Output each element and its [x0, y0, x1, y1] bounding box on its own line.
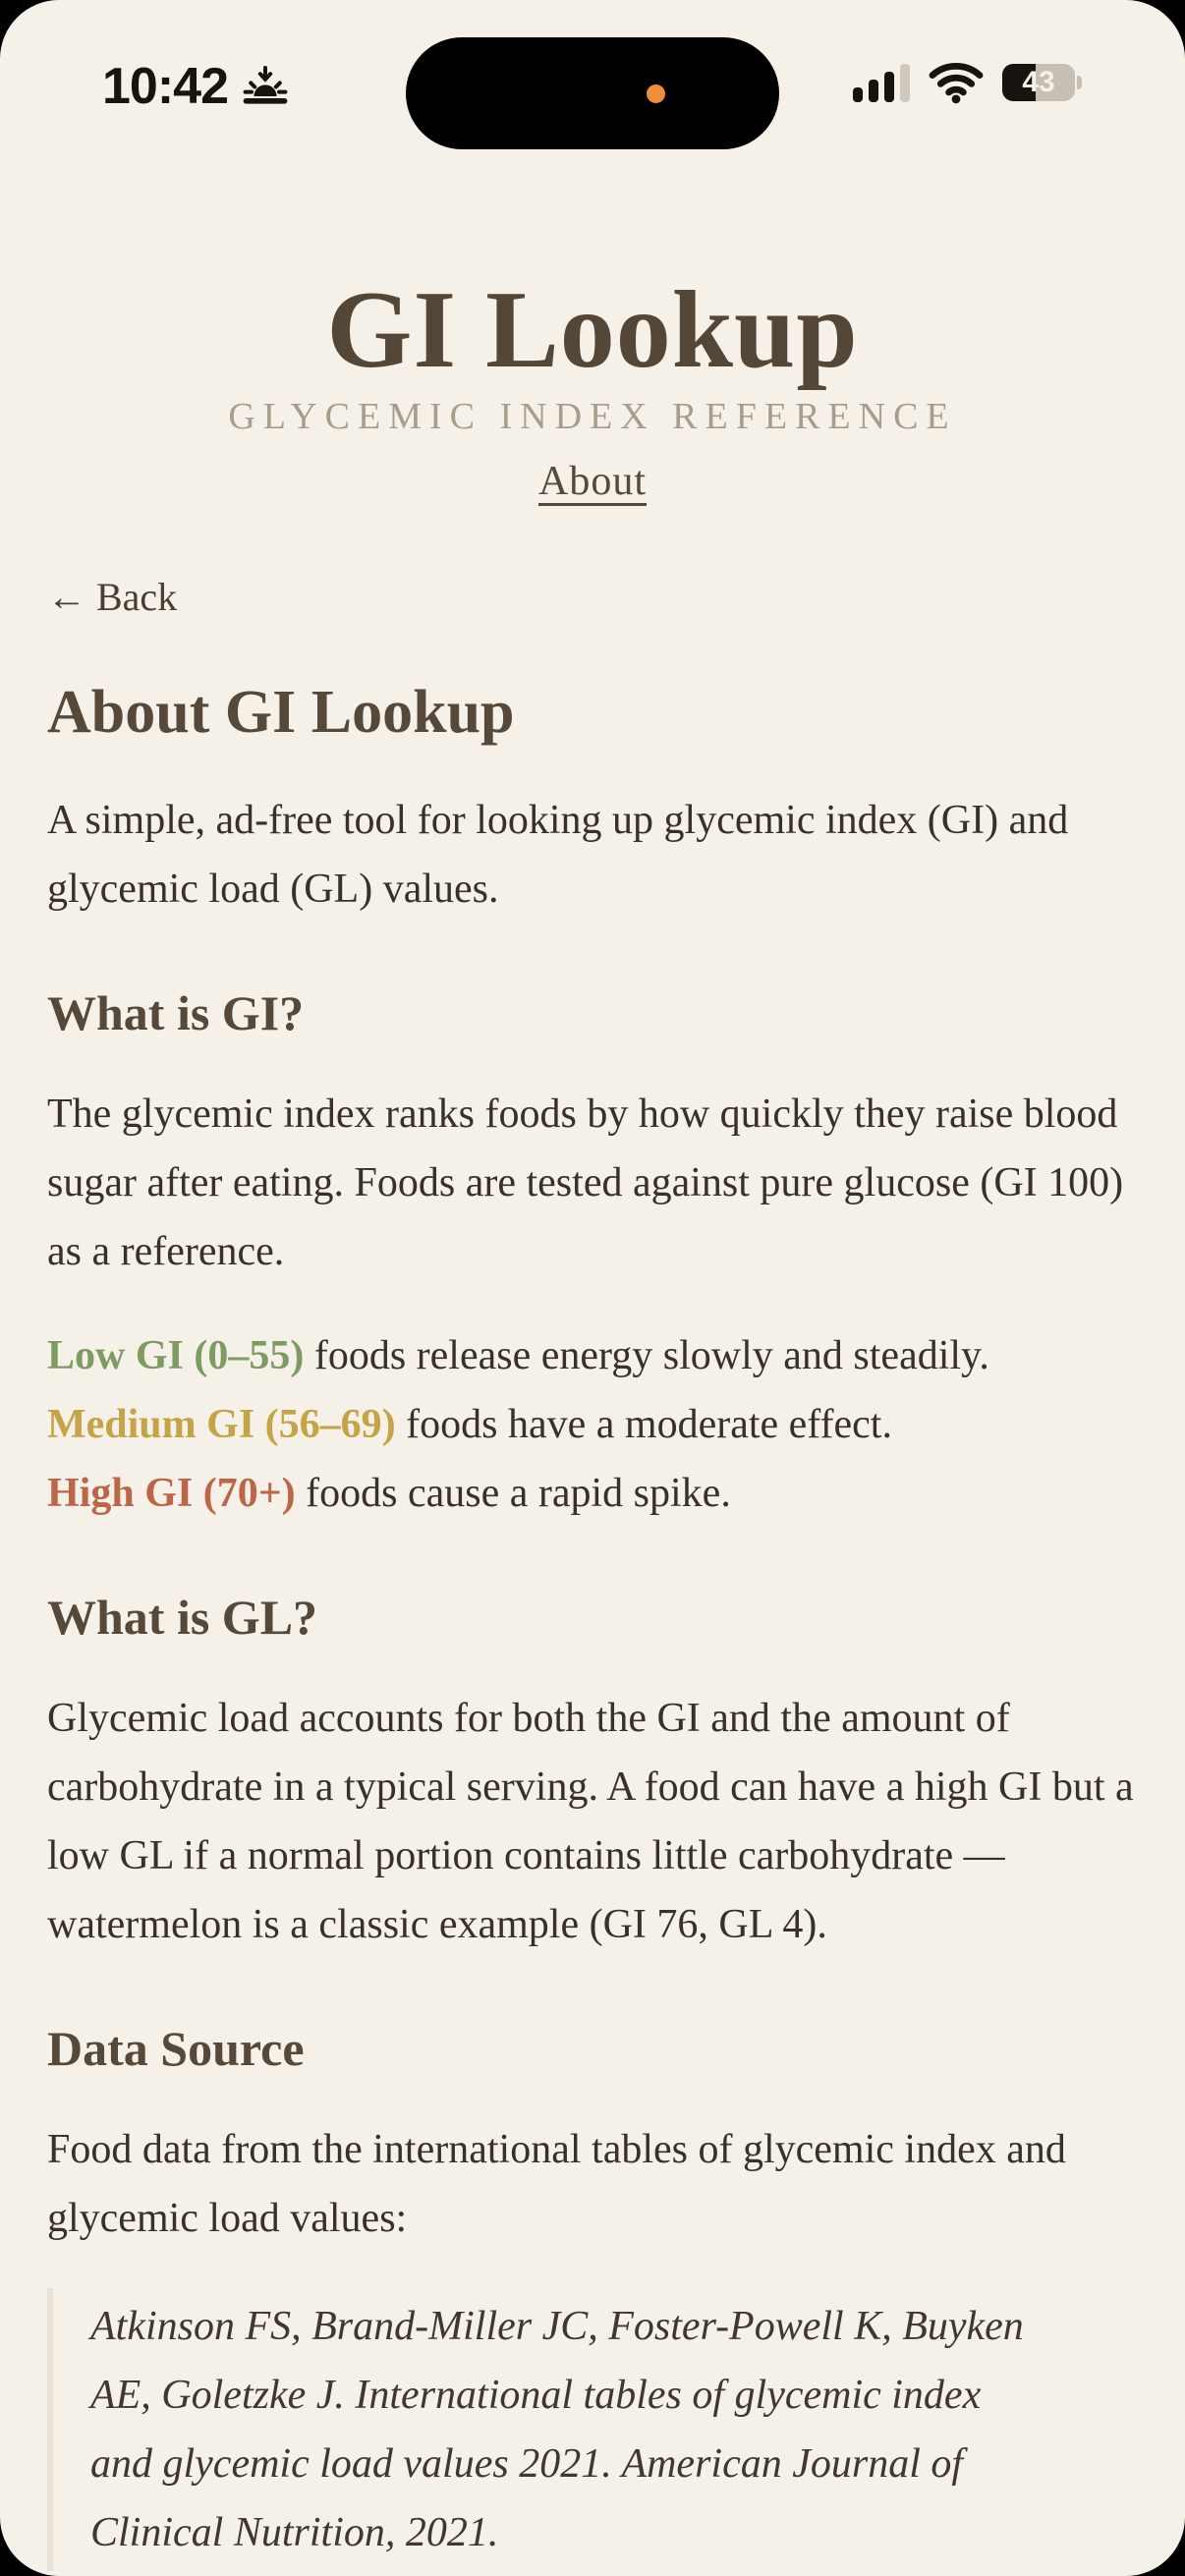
battery-percent: 43	[1022, 66, 1055, 98]
section-heading-what-is-gl: What is GL?	[47, 1590, 318, 1646]
data-source-paragraph: Food data from the international tables …	[47, 2127, 1066, 2242]
what-is-gl-paragraph: Glycemic load accounts for both the GI a…	[47, 1696, 1134, 1948]
intro-paragraph: A simple, ad-free tool for looking up gl…	[47, 798, 1069, 913]
mic-indicator-dot	[647, 84, 665, 103]
back-link[interactable]: ← Back	[47, 574, 178, 619]
app-title: GI Lookup	[326, 269, 859, 391]
status-time: 10:42	[102, 58, 229, 115]
wifi-icon	[929, 63, 984, 104]
citation-blockquote: Atkinson FS, Brand-Miller JC, Foster-Pow…	[47, 2288, 1138, 2572]
section-heading-data-source: Data Source	[47, 2021, 305, 2077]
header-nav: About	[0, 438, 1185, 505]
app-header: GI Lookup GLYCEMIC INDEX REFERENCE About	[0, 147, 1185, 505]
section-heading-what-is-gi: What is GI?	[47, 985, 305, 1041]
gi-level-high: High GI (70+) foods cause a rapid spike.	[47, 1459, 1138, 1528]
gi-level-medium: Medium GI (56–69) foods have a moderate …	[47, 1390, 1138, 1459]
status-bar: 10:42 43	[0, 0, 1185, 149]
page-title: About GI Lookup	[47, 678, 515, 746]
what-is-gi-paragraph: The glycemic index ranks foods by how qu…	[47, 1092, 1124, 1275]
gi-level-high-label: High GI (70+)	[47, 1471, 296, 1517]
about-page: ← Back About GI Lookup A simple, ad-free…	[0, 505, 1185, 2572]
gi-level-low: Low GI (0–55) foods release energy slowl…	[47, 1321, 1138, 1390]
about-nav-link[interactable]: About	[538, 458, 647, 504]
gi-level-low-label: Low GI (0–55)	[47, 1333, 305, 1379]
gi-level-high-text: foods cause a rapid spike.	[295, 1471, 731, 1517]
gi-level-legend: Low GI (0–55) foods release energy slowl…	[47, 1321, 1138, 1528]
battery-icon: 43	[1002, 64, 1082, 101]
status-left-cluster: 10:42	[102, 57, 289, 116]
cellular-signal-icon	[853, 63, 910, 102]
battery-nub	[1077, 76, 1082, 89]
sunset-focus-icon	[243, 66, 288, 104]
gi-level-medium-label: Medium GI (56–69)	[47, 1402, 396, 1448]
status-right-cluster: 43	[853, 61, 1082, 104]
gi-level-medium-text: foods have a moderate effect.	[395, 1402, 892, 1448]
dynamic-island	[406, 37, 779, 149]
app-subtitle: GLYCEMIC INDEX REFERENCE	[228, 395, 957, 437]
gi-level-low-text: foods release energy slowly and steadily…	[304, 1333, 989, 1379]
